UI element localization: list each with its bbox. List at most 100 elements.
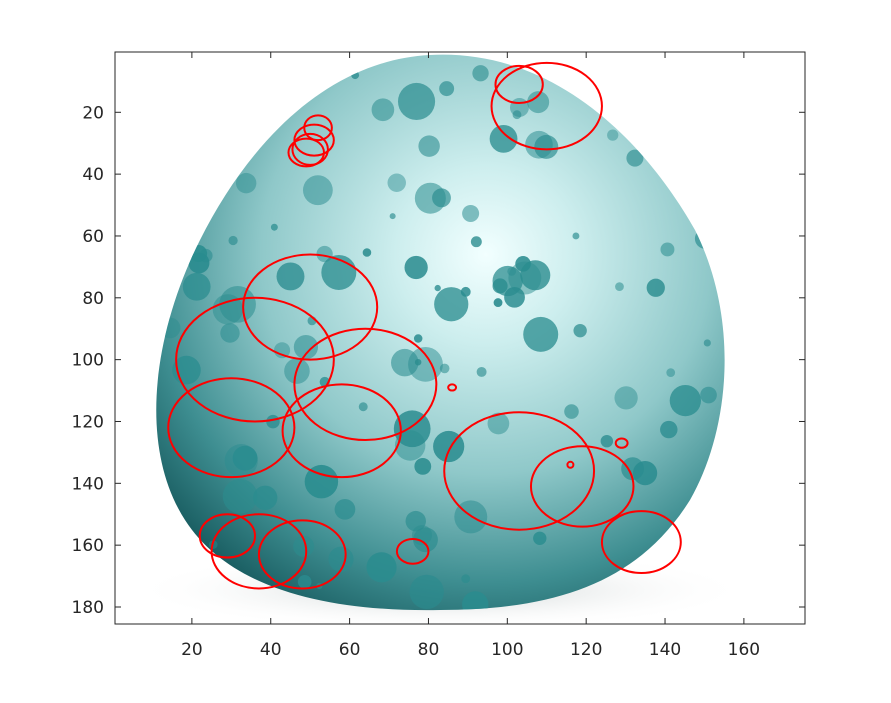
y-axis: 20 40 60 80 100 120 140 160 180 xyxy=(72,103,805,618)
detection-circle xyxy=(600,510,682,574)
egg-spot xyxy=(222,478,258,514)
egg-spot xyxy=(366,552,397,583)
detection-circle xyxy=(566,460,575,469)
egg-spot xyxy=(334,498,356,520)
egg-spot xyxy=(413,334,423,343)
egg-spot xyxy=(413,527,438,553)
egg-body xyxy=(156,54,725,611)
egg-spot xyxy=(408,346,443,382)
x-tick-label: 60 xyxy=(339,640,361,660)
egg-spot xyxy=(389,213,396,220)
detection-circle xyxy=(281,383,402,479)
y-tick-label: 20 xyxy=(82,103,104,123)
egg-spot xyxy=(293,334,319,360)
detection-circle xyxy=(494,64,544,105)
egg-spot xyxy=(461,574,471,584)
egg-spot xyxy=(220,323,240,343)
egg-spot xyxy=(219,286,256,323)
egg-spot xyxy=(470,236,482,248)
detection-circle xyxy=(529,445,635,528)
detection-circle xyxy=(167,377,296,479)
detection-circles xyxy=(167,61,682,590)
egg-spot xyxy=(564,404,579,419)
x-tick-label: 120 xyxy=(570,640,602,660)
egg-spot xyxy=(409,574,444,610)
egg-spot xyxy=(362,248,372,257)
detection-circle xyxy=(291,132,329,166)
egg-spot xyxy=(600,434,614,448)
egg-spot xyxy=(523,316,559,352)
egg-spot xyxy=(228,235,238,246)
egg-spot xyxy=(669,384,701,417)
egg-spot xyxy=(414,457,432,475)
egg-spot xyxy=(533,531,547,545)
egg-spot xyxy=(626,149,644,167)
egg-spot xyxy=(646,278,665,297)
egg-spot xyxy=(607,129,619,141)
egg-spot xyxy=(703,339,711,347)
egg-spot xyxy=(700,386,717,404)
x-tick-label: 160 xyxy=(728,640,760,660)
detection-circle xyxy=(210,513,308,590)
detection-circle xyxy=(293,327,438,442)
y-tick-label: 60 xyxy=(82,227,104,247)
egg-spot xyxy=(493,298,503,308)
y-tick-label: 120 xyxy=(72,412,104,432)
detection-circle xyxy=(257,519,347,590)
egg-spot xyxy=(302,175,333,206)
detection-circle xyxy=(175,296,335,423)
y-tick-label: 180 xyxy=(72,598,104,618)
egg-spot xyxy=(614,386,638,410)
axes-frame xyxy=(114,51,806,625)
x-tick-label: 100 xyxy=(491,640,523,660)
egg-spot xyxy=(405,510,426,532)
detection-circle xyxy=(293,123,335,157)
egg-spot xyxy=(462,204,480,222)
egg-spot xyxy=(573,323,587,338)
egg-spot xyxy=(660,420,678,439)
egg-spot xyxy=(487,412,510,435)
x-tick-label: 20 xyxy=(181,640,203,660)
detection-circle xyxy=(395,537,430,565)
egg-spot xyxy=(472,65,489,82)
egg-spot xyxy=(371,98,395,122)
egg-spot xyxy=(253,485,278,510)
detection-circle xyxy=(198,513,256,559)
detection-circle xyxy=(242,253,379,361)
x-axis: 20 40 60 80 100 120 140 160 xyxy=(181,52,760,660)
egg-spot xyxy=(297,574,312,589)
egg-spot xyxy=(489,124,518,153)
egg-spot xyxy=(212,294,243,325)
detection-circle xyxy=(287,137,325,168)
x-tick-label: 140 xyxy=(649,640,681,660)
egg-spot xyxy=(404,255,428,280)
y-tick-label: 100 xyxy=(72,351,104,371)
egg-spot xyxy=(266,414,280,429)
egg-spot xyxy=(615,282,624,292)
egg-spot xyxy=(316,245,333,263)
x-tick-label: 80 xyxy=(418,640,440,660)
egg-spot xyxy=(512,110,522,120)
egg-spot xyxy=(434,287,469,322)
egg-spot xyxy=(358,402,368,412)
y-tick-label: 40 xyxy=(82,165,104,185)
egg-spot xyxy=(434,284,441,292)
y-tick-label: 80 xyxy=(82,289,104,309)
egg-spot xyxy=(515,256,531,272)
detection-circle xyxy=(614,437,629,449)
detection-circle xyxy=(447,383,458,392)
egg-spot xyxy=(504,286,525,308)
egg-spot xyxy=(632,460,658,486)
egg-spot xyxy=(397,82,436,121)
egg-spot xyxy=(525,130,553,159)
egg-spot xyxy=(414,182,446,214)
egg-spot xyxy=(660,242,675,257)
egg-spot xyxy=(666,368,676,377)
egg-spot xyxy=(414,358,422,366)
egg-spot xyxy=(235,172,257,194)
egg-spot xyxy=(418,135,440,157)
egg-spot xyxy=(439,81,455,97)
egg-spot xyxy=(394,430,426,461)
detection-circle xyxy=(490,61,603,151)
